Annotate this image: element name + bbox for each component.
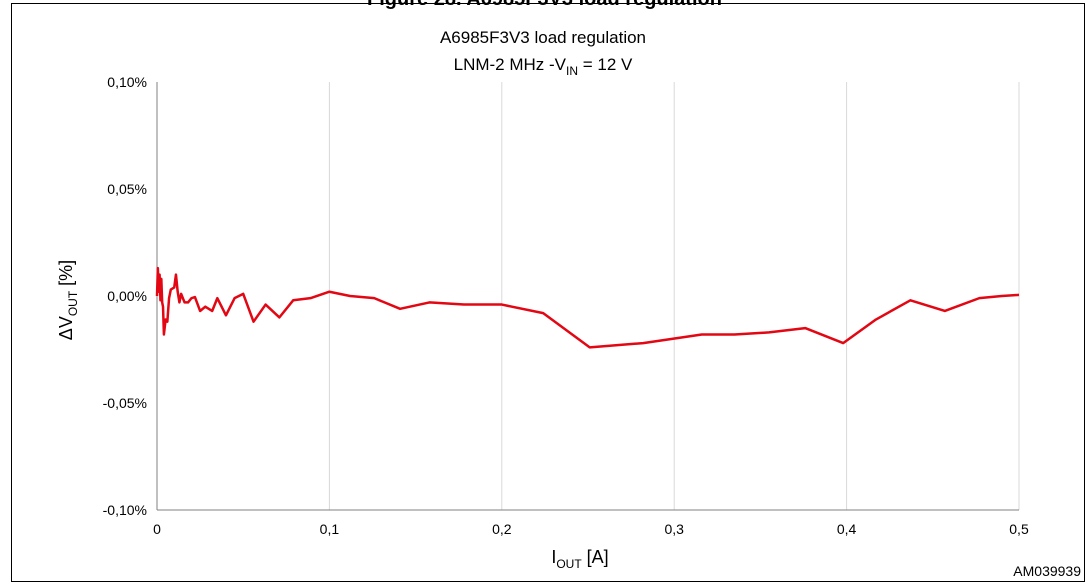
- x-tick-label: 0: [153, 521, 161, 537]
- x-tick-label: 0,3: [664, 521, 684, 537]
- y-tick-label: 0,10%: [107, 74, 147, 90]
- y-axis-label: ΔVOUT [%]: [56, 260, 80, 340]
- series-layer: [155, 266, 1020, 349]
- figure-frame: [11, 3, 1085, 582]
- series-line: [155, 266, 1020, 349]
- figure-caption: Figure 28. A6985F3V3 load regulation: [0, 0, 1089, 11]
- x-tick-label: 0,5: [1009, 521, 1029, 537]
- figure-code: AM039939: [1013, 563, 1081, 579]
- x-tick-labels: 0 0,1 0,2 0,3 0,4 0,5: [153, 521, 1029, 537]
- x-tick-label: 0,2: [492, 521, 512, 537]
- x-axis-label: IOUT [A]: [551, 547, 608, 571]
- x-tick-label: 0,1: [320, 521, 340, 537]
- chart-title: A6985F3V3 load regulation: [440, 28, 646, 47]
- y-tick-label: -0,05%: [103, 395, 147, 411]
- chart-subtitle: LNM-2 MHz -VIN = 12 V: [454, 55, 633, 78]
- y-tick-label: -0,10%: [103, 502, 147, 518]
- y-tick-labels: 0,10% 0,05% 0,00% -0,05% -0,10%: [103, 74, 147, 518]
- axes: [156, 82, 1019, 511]
- y-tick-label: 0,05%: [107, 181, 147, 197]
- y-tick-label: 0,00%: [107, 288, 147, 304]
- grid-lines: [328, 82, 1020, 510]
- x-tick-label: 0,4: [837, 521, 857, 537]
